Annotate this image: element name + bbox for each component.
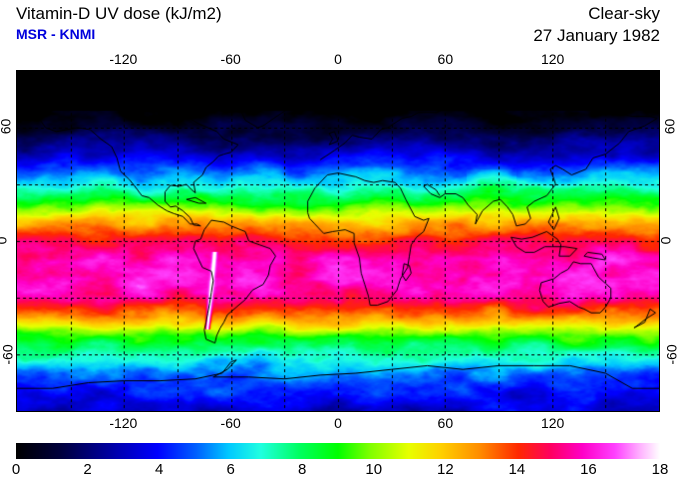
- colorbar-gradient: [16, 443, 660, 459]
- figure-date: 27 January 1982: [533, 26, 660, 45]
- figure-subtitle: MSR - KNMI: [16, 26, 96, 42]
- colorbar-tick-label: 18: [651, 461, 669, 478]
- axis-label-lon: 120: [540, 415, 565, 431]
- axis-label-lon: -120: [109, 415, 138, 431]
- colorbar-tick-label: 2: [83, 461, 92, 478]
- axis-label-lat: 60: [661, 118, 678, 135]
- axis-label-lon: 0: [334, 51, 342, 67]
- axis-label-lon: -60: [220, 51, 241, 67]
- sky-condition-label: Clear-sky: [588, 4, 660, 23]
- axis-label-lat: 0: [0, 233, 9, 248]
- colorbar-tick-label: 12: [436, 461, 454, 478]
- axis-label-lat: 60: [0, 118, 14, 135]
- axis-label-lon: 120: [540, 51, 565, 67]
- uv-dose-heatmap: [17, 71, 659, 411]
- figure-header: Vitamin-D UV dose (kJ/m2) MSR - KNMI Cle…: [0, 0, 678, 56]
- axis-label-lon: 60: [437, 51, 454, 67]
- axis-label-lon: -120: [109, 51, 138, 67]
- axis-label-lat: -60: [663, 344, 678, 365]
- colorbar-tick-label: 0: [11, 461, 21, 478]
- colorbar-tick-label: 14: [508, 461, 526, 478]
- axis-label-lat: 0: [657, 236, 674, 245]
- axis-label-lon: 60: [437, 415, 454, 431]
- axis-label-lat: -60: [0, 344, 16, 365]
- axis-label-lon: -60: [220, 415, 241, 431]
- axis-label-lon: 0: [334, 415, 342, 431]
- colorbar-tick-label: 10: [365, 461, 383, 478]
- figure-title: Vitamin-D UV dose (kJ/m2): [16, 4, 222, 23]
- colorbar-tick-label: 8: [298, 461, 307, 478]
- colorbar-tick-label: 6: [226, 461, 235, 478]
- colorbar: [16, 443, 660, 459]
- colorbar-tick-label: 16: [580, 461, 597, 478]
- world-map-plot: [16, 70, 660, 412]
- colorbar-tick-label: 4: [154, 461, 164, 478]
